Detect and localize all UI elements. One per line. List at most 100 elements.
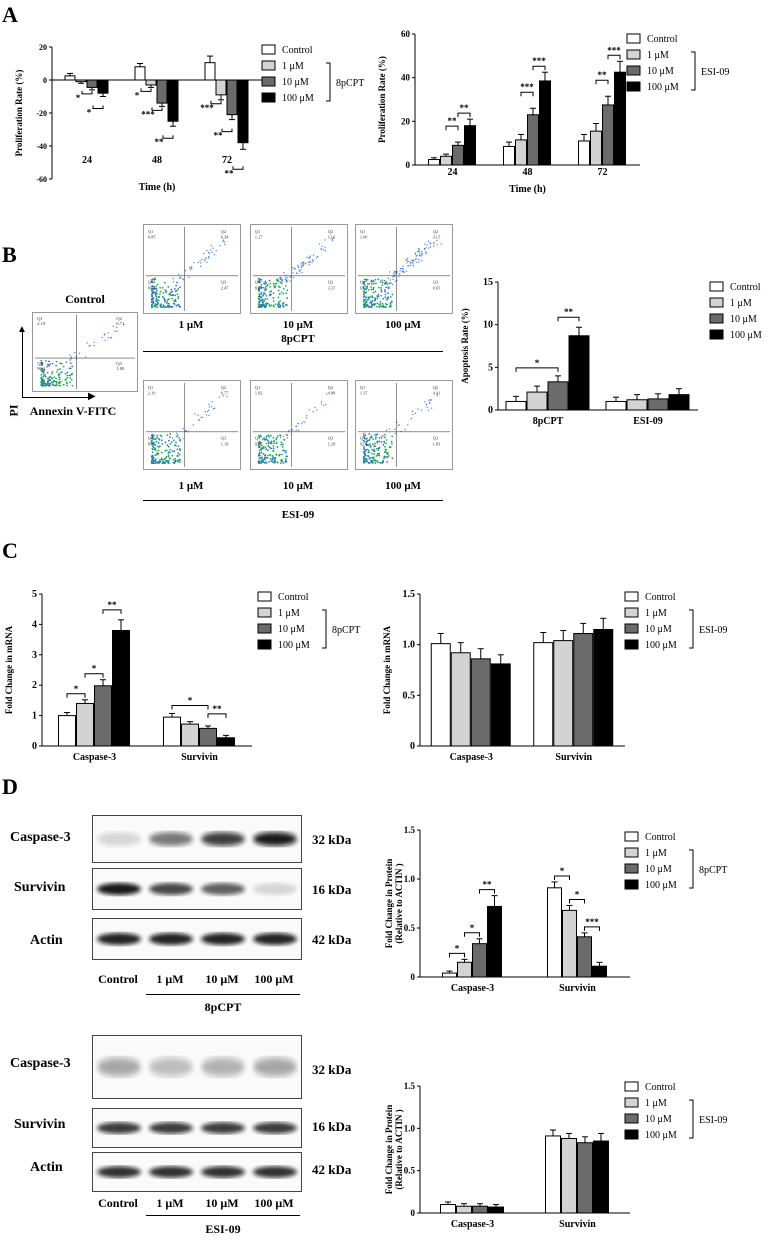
flow-dot [316, 255, 319, 258]
legend-label: Control [278, 592, 309, 603]
quadrant-name: Q1 [360, 385, 365, 390]
flow-dot [367, 298, 369, 301]
flow-plot-8pcpt-100um: Q1 1.06 Q2 31.5 Q4 65.5 Q3 0.65 [355, 224, 453, 314]
flow-dot [402, 265, 404, 267]
flow-dot [260, 456, 263, 459]
flow-dot [178, 436, 180, 439]
flow-dot [164, 299, 166, 302]
flow-dot [261, 438, 264, 441]
wb2-lane-control: Control [98, 1196, 138, 1210]
flow-dot [409, 264, 411, 267]
flow-dot [164, 462, 167, 465]
flow-dot [150, 440, 153, 443]
flow-dot [66, 376, 69, 379]
flow-dot [362, 451, 365, 453]
flow-dot [160, 439, 163, 442]
significance-bracket [210, 100, 222, 105]
flow-dot [164, 457, 166, 460]
flow-dot [45, 360, 47, 362]
flow-dot [270, 304, 273, 307]
flow-dot [286, 437, 288, 439]
flow-dot [167, 455, 170, 458]
quadrant-value: 2.19 [37, 322, 45, 327]
flow-dot [385, 449, 388, 452]
flow-dot [409, 262, 412, 265]
flow-dot [380, 294, 382, 297]
flow-dot [363, 462, 365, 464]
flow-dot [436, 239, 438, 242]
flow-dot [167, 439, 170, 442]
flow-dot [286, 289, 289, 292]
y-axis-label: Proliferation Rate (%) [377, 56, 387, 143]
significance-bracket [140, 88, 152, 92]
flow-dot [369, 296, 372, 298]
bar [442, 972, 457, 978]
flow-dot [381, 305, 383, 308]
quadrant-name: Q4 [255, 436, 261, 441]
flow-dot [374, 445, 377, 447]
significance-bracket [84, 673, 104, 678]
y-axis-label: Apoptosis Rate (%) [460, 308, 470, 384]
flow-dot [368, 451, 370, 454]
significance-mark: ** [483, 880, 493, 890]
blot-band [97, 832, 141, 846]
flow-dot [260, 286, 262, 289]
flow-dot [51, 377, 54, 380]
flow-dot [420, 253, 423, 255]
flow-dot [262, 445, 265, 448]
flow-dot [179, 277, 181, 279]
flow-axis-x [22, 397, 92, 398]
flow-dot [150, 461, 153, 464]
flow-dot [284, 451, 287, 454]
flow-dot [201, 416, 203, 419]
quadrant-name: Q3 [221, 436, 227, 441]
flow-dot [162, 291, 165, 294]
flow-dot [391, 283, 394, 286]
flow-dot [399, 273, 401, 275]
flow-dot [207, 251, 210, 254]
flow-dot [402, 268, 405, 270]
flow-dot [268, 294, 271, 297]
significance-mark: *** [532, 56, 546, 66]
quadrant-name: Q1 [360, 229, 365, 234]
y-tick-label: 0 [410, 741, 415, 752]
flow-dot [420, 409, 423, 411]
flow-dot [376, 440, 379, 443]
flow-dot [282, 462, 285, 464]
flow-dot [279, 286, 281, 289]
flow-axis-y [22, 330, 23, 398]
flow-dot [416, 251, 419, 253]
flow-dot [285, 458, 287, 460]
legend-label: 1 μM [645, 1098, 667, 1109]
blot-band [253, 832, 297, 846]
flow-dot [55, 383, 58, 386]
bar [593, 1140, 609, 1214]
flow-dot [386, 283, 389, 286]
flow-dot [161, 286, 164, 289]
flow-dot [362, 296, 365, 299]
flow-dot [312, 254, 315, 256]
flow-dot [366, 440, 369, 442]
y-tick-label: 20 [39, 43, 47, 52]
flow-dot [175, 436, 177, 438]
flow-dot [404, 429, 406, 431]
flow-dot [391, 293, 394, 296]
x-tick-label: Caspase-3 [451, 1219, 494, 1230]
y-tick-label: 1 [32, 711, 37, 722]
flow-dot [205, 414, 208, 416]
flow-dot [292, 272, 294, 274]
flow-dot [267, 454, 269, 457]
flow-dot [383, 282, 386, 285]
bar [145, 79, 157, 86]
flow-dot [189, 268, 192, 271]
flow-dot [362, 299, 365, 301]
flow-dot [364, 304, 366, 307]
bar [457, 961, 472, 978]
flow-dot [280, 278, 282, 280]
flow-dot [193, 261, 195, 264]
flow-dot [302, 263, 304, 265]
flow-dot [320, 248, 323, 251]
flow-dot [371, 296, 374, 299]
flow-dot [365, 301, 368, 304]
wb1-lane-control: Control [98, 972, 138, 986]
